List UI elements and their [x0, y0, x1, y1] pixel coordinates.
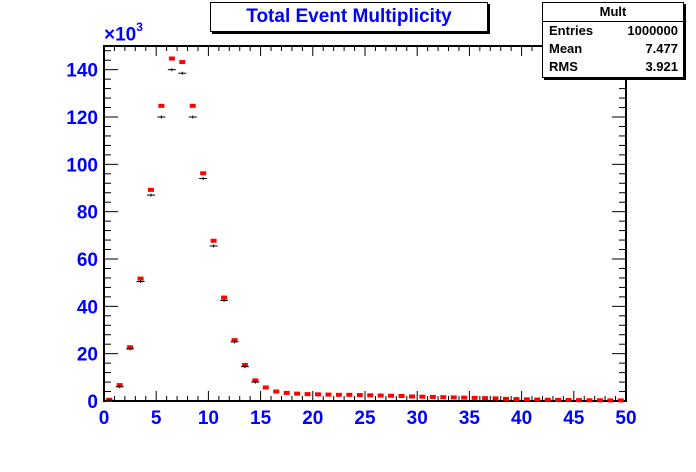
red-marker: [221, 295, 228, 300]
stats-label: Entries: [549, 23, 594, 38]
stats-row-mean: Mean 7.477: [543, 40, 683, 58]
red-marker: [419, 394, 426, 399]
x-tick-label: 45: [563, 408, 585, 429]
red-marker: [168, 56, 175, 61]
red-marker: [189, 103, 196, 108]
stats-label: Mean: [549, 41, 583, 56]
red-marker: [325, 392, 332, 397]
red-marker: [241, 363, 248, 367]
y-tick-label: 100: [66, 155, 98, 176]
red-marker: [388, 393, 395, 398]
red-marker: [262, 385, 269, 390]
stats-box: Mult Entries 1000000 Mean 7.477 RMS 3.92…: [542, 2, 684, 78]
red-marker: [607, 398, 614, 403]
red-marker: [200, 171, 207, 176]
red-marker: [137, 276, 144, 281]
x-tick-label: 35: [459, 408, 481, 429]
red-marker: [346, 392, 353, 397]
red-marker: [408, 394, 415, 399]
y-axis-exponent: ×103: [104, 20, 143, 46]
x-tick-label: 15: [250, 408, 272, 429]
chart-title-box: Total Event Multiplicity: [210, 2, 488, 32]
y-tick-label: 80: [77, 203, 98, 224]
red-marker: [461, 395, 468, 400]
red-marker: [147, 187, 154, 192]
chart-title: Total Event Multiplicity: [246, 6, 452, 27]
red-marker: [565, 398, 572, 403]
axis-ticks: [103, 46, 627, 402]
red-marker: [283, 390, 290, 395]
red-marker: [513, 397, 520, 402]
red-marker: [544, 397, 551, 402]
red-marker: [377, 393, 384, 398]
red-marker: [576, 398, 583, 403]
red-marker: [116, 383, 123, 388]
red-marker: [596, 398, 603, 403]
y-tick-label: 40: [77, 297, 98, 318]
y-tick-label: 140: [66, 61, 98, 82]
data-marks: [105, 56, 624, 403]
y-tick-label: 20: [77, 345, 98, 366]
red-marker: [210, 238, 217, 243]
y-exponent-power: 3: [136, 20, 143, 34]
red-marker: [294, 391, 301, 396]
x-tick-label: 5: [151, 408, 162, 429]
red-marker: [315, 392, 322, 397]
red-marker: [555, 397, 562, 402]
red-marker: [273, 389, 280, 394]
x-tick-label: 40: [511, 408, 532, 429]
red-marker: [492, 396, 499, 401]
stats-value: 7.477: [645, 41, 678, 56]
red-marker: [231, 338, 238, 343]
red-marker: [127, 345, 134, 350]
red-marker: [367, 393, 374, 398]
stats-row-rms: RMS 3.921: [543, 58, 683, 76]
x-tick-label: 30: [407, 408, 428, 429]
plot-border: [103, 45, 627, 402]
red-marker: [617, 398, 624, 403]
stats-label: RMS: [549, 59, 578, 74]
red-marker: [335, 392, 342, 397]
red-marker: [429, 394, 436, 399]
red-marker: [252, 378, 259, 383]
y-exponent-prefix: ×10: [104, 24, 137, 46]
stats-name: Mult: [543, 3, 683, 22]
red-marker: [304, 392, 311, 397]
red-marker: [523, 397, 530, 402]
red-marker: [450, 395, 457, 400]
red-marker: [158, 103, 165, 108]
x-tick-label: 20: [302, 408, 323, 429]
red-marker: [586, 398, 593, 403]
stats-value: 1000000: [627, 23, 678, 38]
x-tick-label: 10: [198, 408, 219, 429]
red-marker: [471, 395, 478, 400]
red-marker: [440, 395, 447, 400]
red-marker: [482, 396, 489, 401]
y-tick-label: 120: [66, 108, 98, 129]
red-marker: [179, 60, 186, 65]
red-marker: [398, 394, 405, 399]
red-marker: [534, 397, 541, 402]
y-tick-label: 0: [87, 392, 98, 413]
red-marker: [502, 396, 509, 401]
x-tick-labels: 0 5 10 15 20 25 30 35 40 45 50: [99, 408, 637, 429]
x-tick-label: 0: [99, 408, 110, 429]
y-tick-label: 60: [77, 250, 98, 271]
plot-frame: [103, 45, 627, 402]
x-tick-label: 50: [615, 408, 636, 429]
stats-value: 3.921: [645, 59, 678, 74]
x-tick-label: 25: [354, 408, 376, 429]
red-marker: [356, 393, 363, 398]
stats-row-entries: Entries 1000000: [543, 22, 683, 40]
y-tick-labels: 0 20 40 60 80 100 120 140: [66, 61, 98, 413]
